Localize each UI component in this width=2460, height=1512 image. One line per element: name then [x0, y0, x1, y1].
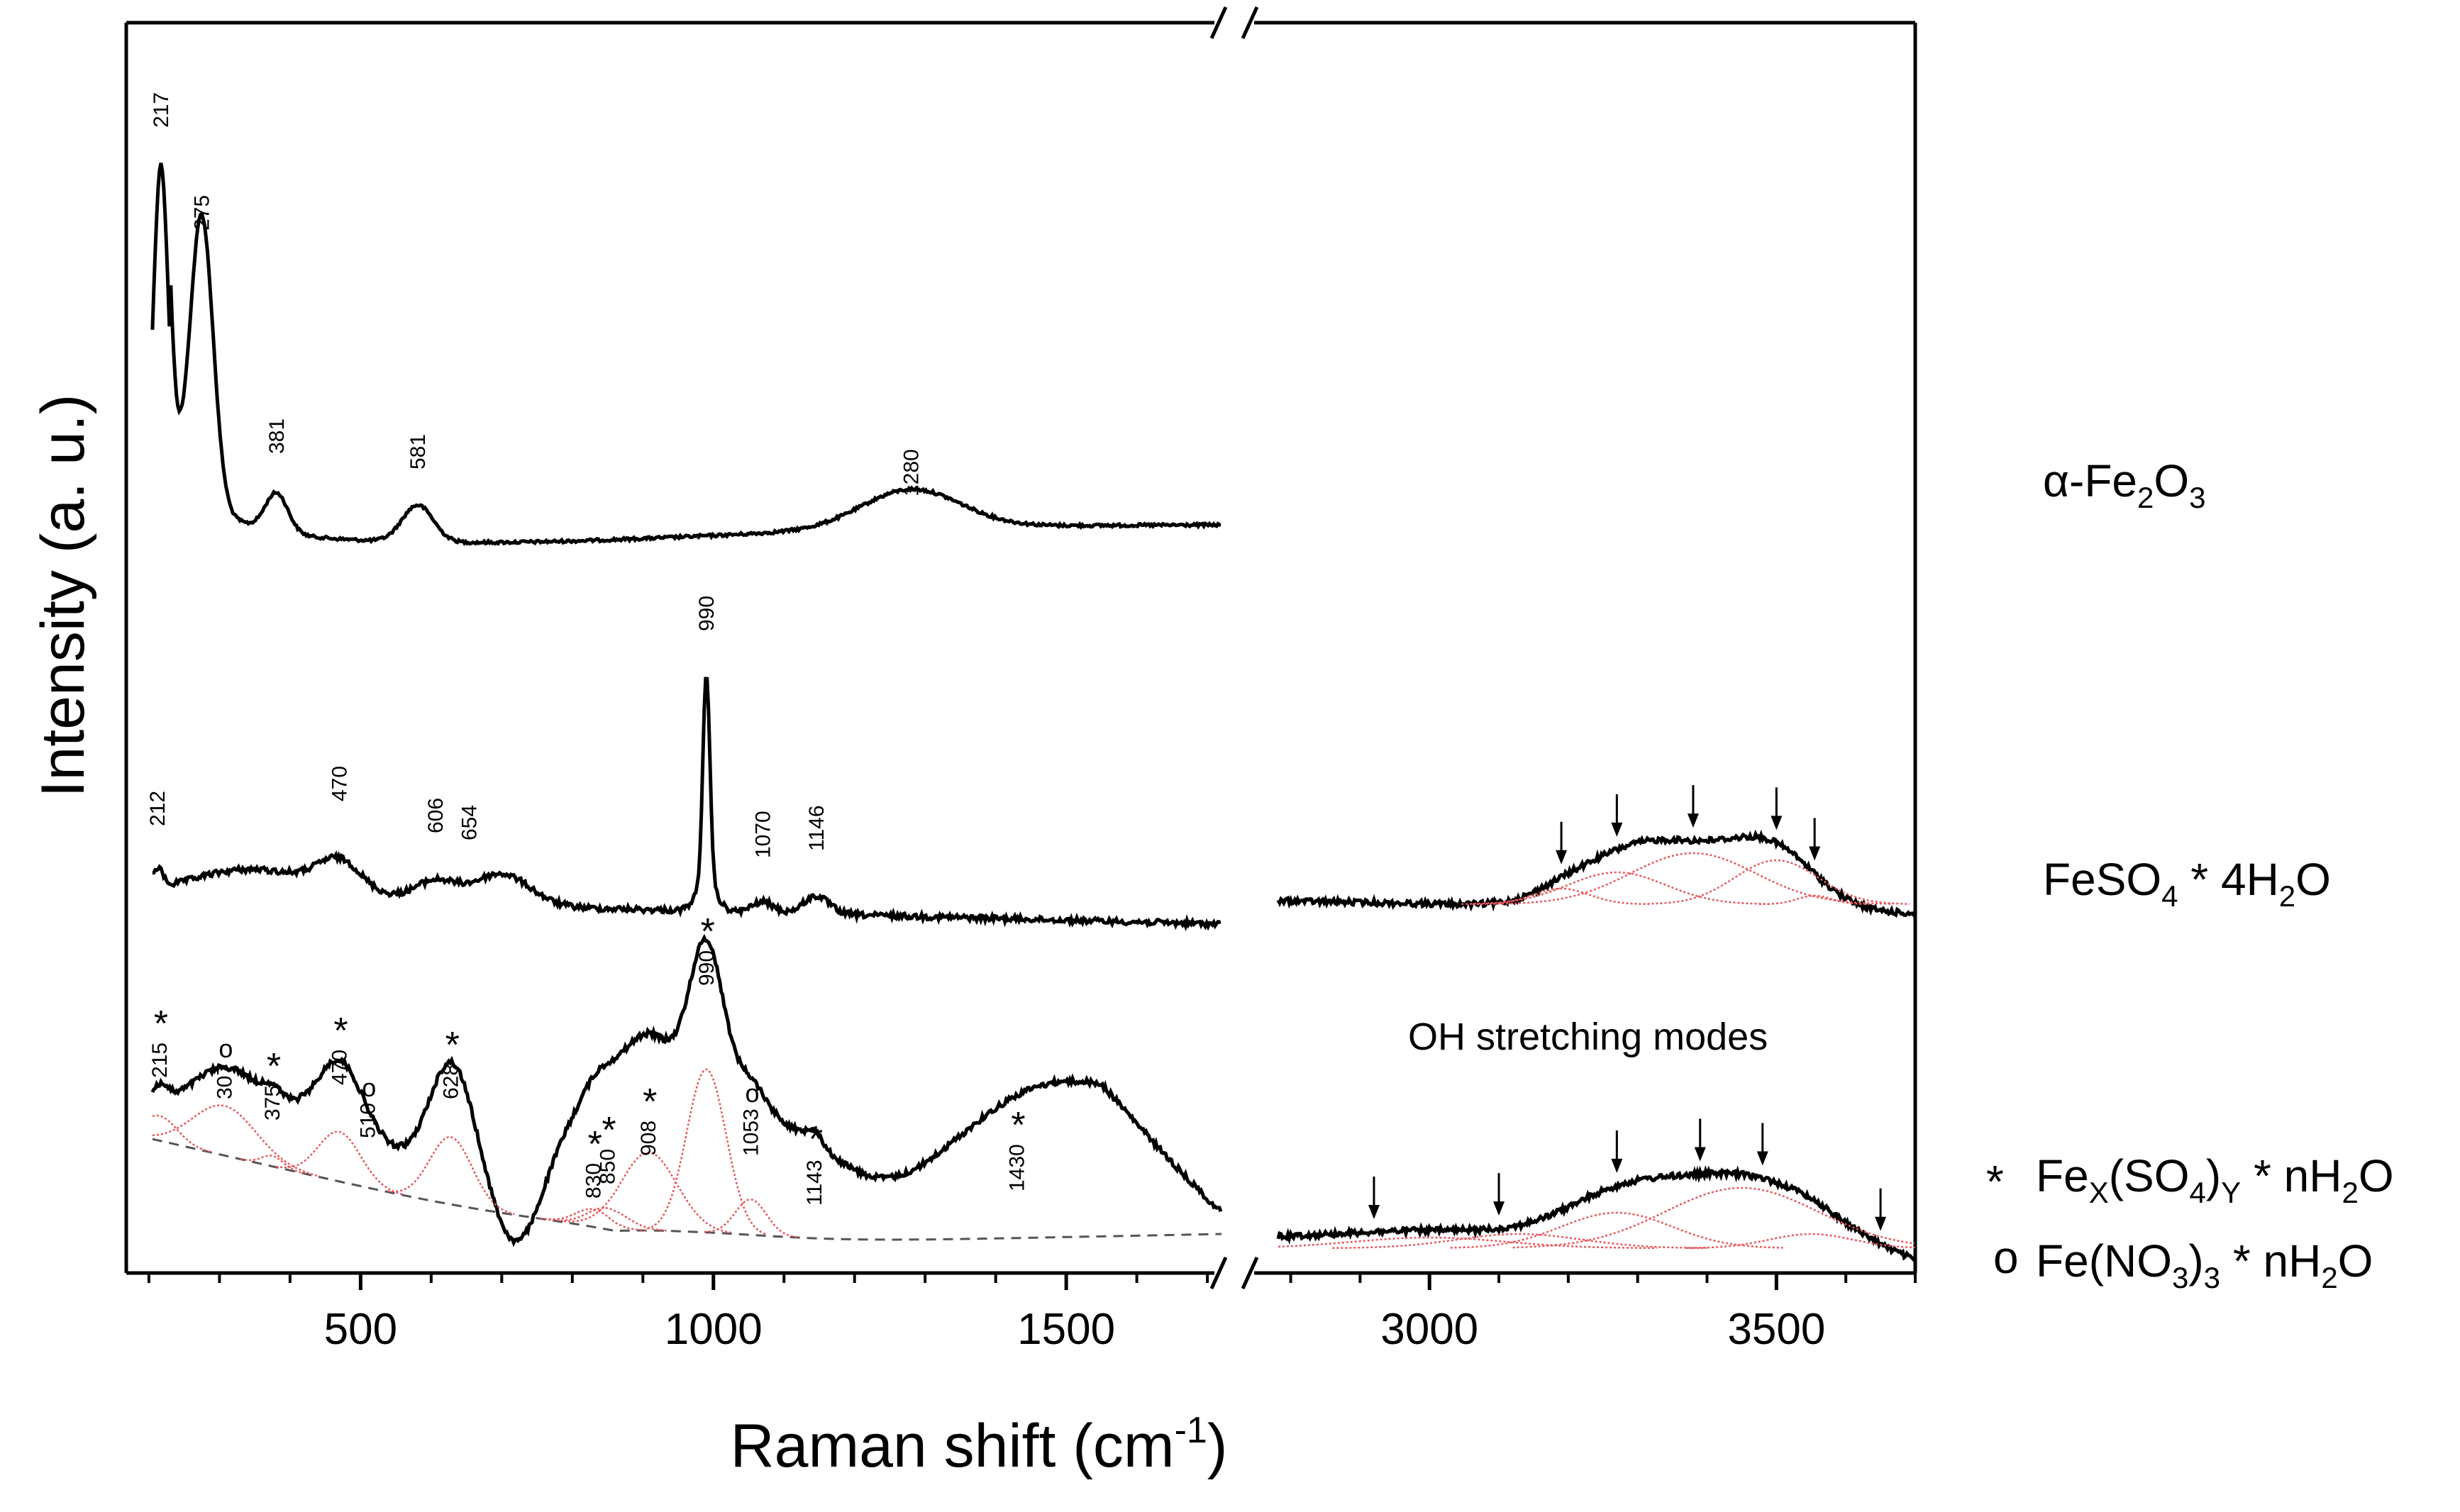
peak-label: 654 — [458, 805, 482, 840]
feso4-oh-fit-component — [1643, 859, 1910, 905]
series-hematite-line — [150, 162, 1221, 547]
x-axis-title: Raman shift (cm-1) — [731, 1410, 1228, 1480]
peak-label: 581 — [406, 434, 430, 469]
peak-star-mark: * — [809, 1119, 823, 1160]
peak-label: 990 — [695, 596, 719, 631]
peak-label: 470 — [328, 766, 352, 801]
peak-star-mark: * — [643, 1082, 657, 1123]
peak-label: 215 — [148, 1043, 172, 1078]
feso4-oh-fit-component — [1461, 871, 1772, 905]
mixture-fit-component — [646, 1068, 766, 1235]
spectra-curves — [150, 162, 1917, 1263]
mixture-oh-arrow-head — [1493, 1201, 1505, 1216]
legend-circle-symbol: o — [1993, 1232, 2019, 1283]
peak-star-mark: * — [701, 911, 715, 952]
peak-star-mark: * — [588, 1124, 602, 1165]
peak-label: 1070 — [751, 811, 775, 858]
mixture-oh-fit-component — [1512, 1186, 1915, 1249]
peak-circle-mark: o — [745, 1079, 759, 1108]
mixture-oh-fit-component — [1278, 1236, 1658, 1250]
peak-label: 275 — [191, 195, 214, 230]
peak-star-mark: * — [154, 1004, 168, 1045]
mixture-oh-arrow-head — [1611, 1158, 1623, 1173]
y-axis-title: Intensity (a. u.) — [29, 394, 97, 798]
feso4-oh-arrow-head — [1556, 850, 1568, 865]
x-tick-label: 500 — [324, 1305, 397, 1354]
mixture-fit-component — [275, 1130, 404, 1196]
peak-label: 1143 — [803, 1160, 826, 1206]
x-tick-label: 3500 — [1727, 1305, 1825, 1354]
peak-star-mark: * — [333, 1011, 348, 1052]
legend-nitrate-text: Fe(NO3)3 * nH2O — [2036, 1235, 2373, 1294]
peak-labels: 217 275 381 581 1280 212 470 606 654 990 1070 1146 2… — [146, 92, 1887, 1231]
peak-label: 217 — [150, 92, 173, 128]
mixture-fit-component — [563, 1151, 733, 1234]
mixture-fit-component — [387, 1135, 515, 1216]
feso4-oh-fit-component — [1493, 852, 1893, 905]
peak-label: 606 — [424, 798, 448, 833]
x-tick-label: 1500 — [1017, 1305, 1115, 1354]
axis-break-mark — [1241, 6, 1259, 40]
axes: 500 1000 1500 3000 3500 — [147, 1273, 1917, 1354]
mixture-fit-component — [548, 1206, 667, 1232]
peak-star-mark: * — [267, 1046, 281, 1087]
mixture-baseline — [152, 1138, 1222, 1241]
mixture-fit-component — [704, 1199, 798, 1238]
peak-label: 1430 — [1006, 1144, 1029, 1191]
peak-label: 990 — [695, 950, 719, 986]
series-feso4-line — [152, 677, 1221, 932]
axis-break-mark — [1241, 1256, 1259, 1290]
series-mixture-oh-line — [1276, 1164, 1917, 1263]
peak-label: 1146 — [805, 805, 829, 851]
mixture-fit-component — [540, 1208, 647, 1231]
feso4-oh-fit-component — [1758, 894, 1870, 906]
peak-label: 375 — [261, 1085, 284, 1121]
feso4-oh-arrow-head — [1611, 822, 1623, 837]
mixture-oh-arrow-head — [1368, 1204, 1380, 1219]
x-tick-label: 3000 — [1380, 1305, 1478, 1354]
legend-sulfate-text: FeX(SO4)Y * nH2O — [2036, 1150, 2394, 1209]
legend-sulfate-entry: * FeX(SO4)Y * nH2O — [1986, 1150, 2394, 1209]
mixture-fit-component — [152, 1104, 321, 1178]
feso4-oh-arrow-head — [1687, 813, 1699, 828]
mixture-oh-arrow-head — [1875, 1216, 1887, 1231]
peak-label: 850 — [597, 1149, 620, 1184]
mixture-oh-fit-component — [1686, 1233, 1916, 1250]
peak-star-mark: * — [602, 1110, 616, 1151]
mixture-oh-arrow-head — [1756, 1151, 1768, 1166]
peak-star-mark: * — [1011, 1105, 1025, 1146]
legend-feso4: FeSO4 * 4H2O — [2043, 854, 2331, 913]
peak-label: 1280 — [899, 449, 923, 496]
mixture-oh-fit-component — [1332, 1233, 1707, 1250]
legend-hematite: α-Fe2O3 — [2043, 455, 2206, 514]
axis-break-mark — [1209, 1256, 1228, 1290]
peak-circle-mark: o — [218, 1034, 233, 1063]
peak-label: 470 — [328, 1050, 352, 1085]
oh-annotation: OH stretching modes — [1408, 1016, 1768, 1058]
mixture-oh-arrow-head — [1694, 1147, 1706, 1162]
peak-label: 830 — [582, 1163, 606, 1199]
legend-star-symbol: * — [1986, 1156, 2004, 1207]
series-mixture-line — [150, 933, 1223, 1247]
feso4-oh-fit-component — [1472, 887, 1650, 906]
plot-frame — [124, 6, 1917, 1290]
x-tick-label: 1000 — [665, 1305, 763, 1354]
axis-break-mark — [1209, 6, 1228, 40]
peak-label: 628 — [440, 1064, 463, 1099]
peak-label: 510 — [356, 1103, 379, 1138]
peak-circle-mark: o — [362, 1073, 376, 1102]
mixture-fit-component — [152, 1114, 212, 1153]
feso4-oh-arrow-head — [1809, 846, 1821, 861]
legend-nitrate-entry: o Fe(NO3)3 * nH2O — [1993, 1232, 2373, 1294]
peak-label: 307 — [213, 1064, 236, 1099]
feso4-oh-arrow-head — [1771, 816, 1783, 830]
peak-star-mark: * — [445, 1025, 460, 1066]
series-feso4-oh-line — [1276, 829, 1917, 918]
peak-label: 1053 — [740, 1108, 763, 1156]
peak-label: 381 — [265, 418, 289, 454]
peak-label: 908 — [637, 1121, 660, 1156]
peak-label: 212 — [146, 791, 170, 826]
mixture-oh-fit-component — [1450, 1211, 1784, 1249]
